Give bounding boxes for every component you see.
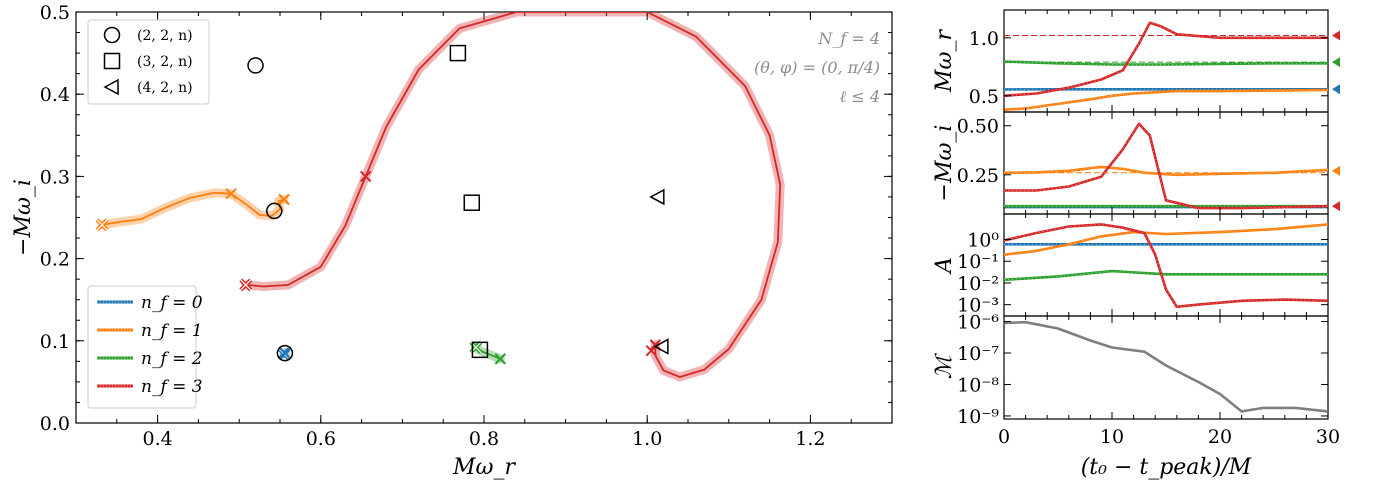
x-axis-label: Mω_r — [452, 455, 516, 480]
subplot-y-tick-label: 0.25 — [957, 165, 999, 187]
marker-legend-symbol — [103, 26, 121, 44]
y-tick-label: 0.3 — [40, 166, 70, 188]
subplot-y-tick-label: 10⁻⁸ — [957, 374, 999, 396]
trajectory-band — [241, 12, 785, 382]
annotation-text: N_f = 4 — [817, 29, 880, 48]
subplot-y-axis-label: −Mω_i — [932, 125, 957, 202]
intermediate-x-marker — [645, 344, 657, 357]
subplot-y-axis-label: A — [932, 257, 957, 275]
subplot-y-tick-label: 10⁻⁹ — [957, 406, 999, 428]
subplot-x-axis-label: (t₀ − t_peak)/M — [1081, 455, 1252, 480]
series-legend-label: n_f = 1 — [141, 321, 203, 341]
subplot-x-tick-label: 20 — [1208, 426, 1232, 448]
subplot-x-tick-label: 30 — [1316, 426, 1340, 448]
subplot-y-tick-label: 10⁰ — [967, 230, 999, 252]
subplot-x-tick-label: 0 — [998, 426, 1010, 448]
marker-legend-label: (2, 2, n) — [137, 28, 193, 44]
qnm-marker — [449, 44, 467, 62]
start-x-marker-inner — [96, 219, 108, 231]
start-x-marker-inner — [240, 279, 252, 291]
y-tick-label: 0.2 — [40, 249, 70, 271]
subplot-y-axis-label: Mω_r — [932, 29, 957, 93]
y-tick-label: 0.4 — [40, 84, 70, 106]
series-legend-label: n_f = 0 — [141, 293, 203, 313]
subplot-series-line — [1004, 165, 1328, 177]
qnm-arrow-marker — [1332, 165, 1340, 176]
marker-legend-label: (3, 2, n) — [137, 54, 193, 70]
x-tick-label: 0.8 — [469, 428, 499, 450]
subplot-series-line — [1004, 223, 1328, 256]
y-tick-label: 0.5 — [40, 2, 70, 24]
qnm-arrow-marker — [1332, 30, 1340, 41]
qnm-marker — [653, 338, 669, 355]
subplot-frame — [1003, 9, 1329, 113]
subplot-series-group — [1004, 122, 1328, 210]
qnm-marker — [247, 57, 264, 74]
subplot-frame — [1003, 315, 1329, 420]
y-tick-label: 0.1 — [40, 331, 70, 353]
subplot-y-tick-label: 0.50 — [957, 116, 999, 138]
series-legend-box — [87, 285, 197, 409]
subplot-x-tick-label: 10 — [1100, 426, 1124, 448]
qnm-marker — [471, 341, 489, 359]
x-tick-label: 1.0 — [632, 428, 662, 450]
subplot-series-line — [1004, 88, 1328, 111]
series-legend-label: n_f = 2 — [141, 349, 203, 369]
subplot-series-line — [1004, 269, 1328, 282]
subplot-y-tick-label: 10⁻³ — [957, 295, 999, 317]
intermediate-x-marker — [359, 170, 372, 183]
subplot-series-dots — [1004, 166, 1328, 176]
subplot-y-axis-label: ℳ — [932, 352, 957, 379]
end-x-marker — [494, 353, 507, 365]
qnm-marker — [276, 344, 294, 362]
marker-legend-symbol — [103, 52, 121, 70]
x-tick-label: 0.4 — [142, 428, 172, 450]
annotation-text: ℓ ≤ 4 — [840, 87, 880, 106]
intermediate-x-marker — [225, 187, 237, 200]
qnm-arrow-marker — [1332, 84, 1340, 95]
marker-legend-symbol — [103, 78, 119, 96]
subplot-series-dots — [1004, 22, 1328, 97]
qnm-marker — [463, 194, 481, 211]
subplot-series-line — [1004, 21, 1328, 98]
subplot-series-group — [1004, 223, 1328, 309]
subplot-series-dots — [1004, 223, 1328, 308]
subplot-y-tick-label: 1.0 — [969, 28, 999, 50]
subplot-series-line — [1004, 320, 1328, 413]
qnm-arrow-marker — [1332, 57, 1340, 68]
qnm-marker — [649, 188, 665, 206]
x-tick-label: 0.6 — [306, 428, 336, 450]
marker-legend-label: (4, 2, n) — [137, 80, 193, 96]
trajectory-line — [245, 12, 782, 378]
subplot-y-tick-label: 10⁻⁶ — [957, 312, 999, 334]
subplot-series-line — [1004, 223, 1328, 309]
end-x-marker — [278, 193, 290, 206]
y-axis-label: −Mω_i — [11, 179, 36, 256]
subplot-series-group — [1004, 21, 1328, 111]
subplot-y-tick-label: 10⁻¹ — [957, 251, 999, 273]
subplot-series-line — [1004, 60, 1328, 66]
subplot-y-tick-label: 10⁻⁷ — [957, 343, 999, 365]
qnm-marker — [266, 202, 283, 220]
end-x-marker — [279, 347, 291, 359]
subplot-y-tick-label: 10⁻² — [957, 273, 999, 295]
series-legend-label: n_f = 3 — [141, 377, 203, 397]
subplot-series-group — [1004, 320, 1328, 413]
x-tick-label: 1.2 — [795, 428, 825, 450]
annotation-text: (θ, φ) = (0, π/4) — [754, 58, 880, 77]
y-tick-label: 0.0 — [40, 413, 70, 435]
main-series-group — [95, 12, 785, 382]
subplot-y-tick-label: 0.5 — [969, 86, 999, 108]
subplot-series-line — [1004, 122, 1328, 210]
qnm-arrow-marker — [1332, 201, 1340, 212]
